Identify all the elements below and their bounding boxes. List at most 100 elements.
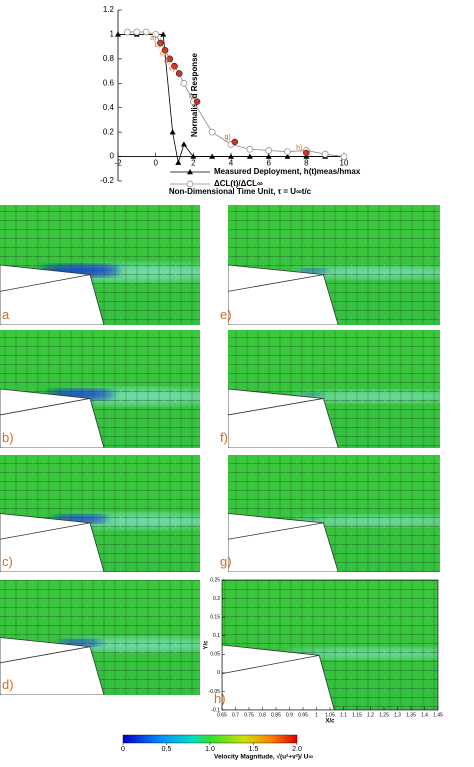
data-line — [118, 34, 344, 163]
data-point — [142, 28, 150, 36]
flow-panel: e) — [220, 205, 440, 325]
x-tick-label: 0.75 — [244, 712, 254, 718]
field — [228, 455, 440, 572]
x-tick-label: 1.4 — [421, 712, 428, 718]
x-tick-label: 6 — [266, 159, 271, 168]
x-tick-label: 0.9 — [286, 712, 293, 718]
x-axis-title: X/c — [325, 719, 335, 725]
data-point — [190, 153, 197, 159]
field — [228, 205, 440, 325]
data-point — [284, 148, 291, 156]
highlight-point — [161, 47, 169, 54]
y-tick-label: 1.2 — [103, 5, 115, 14]
y-tick-label: -0.05 — [209, 689, 221, 695]
x-tick-label: 1.35 — [406, 712, 416, 718]
highlight-point — [171, 62, 178, 70]
field — [228, 330, 440, 448]
airfoil-lower — [0, 522, 91, 540]
x-tick-label: 0.8 — [259, 712, 266, 718]
highlight-point — [166, 55, 174, 63]
data-point — [152, 31, 160, 38]
y-tick-label: 0 — [217, 670, 220, 676]
airfoil-lower — [0, 274, 91, 292]
colorbar-tick-label: 0.5 — [162, 746, 172, 753]
data-point — [228, 153, 234, 159]
y-tick-label: 0.8 — [103, 54, 115, 63]
airfoil-lower — [0, 398, 91, 416]
y-tick-label: 0.15 — [210, 614, 220, 620]
annotation: g) — [225, 134, 231, 141]
airfoil-lower — [228, 398, 324, 416]
data-point — [209, 153, 216, 159]
flow-panel: h) — [214, 580, 438, 710]
highlight-point — [193, 98, 201, 105]
x-tick-label: 0.65 — [217, 712, 227, 718]
annotation: h) — [296, 145, 302, 152]
y-tick-label: 0.2 — [213, 596, 220, 602]
data-point — [208, 128, 216, 136]
data-point — [124, 28, 131, 36]
y-tick-label: 0 — [110, 152, 115, 161]
annotation: c) — [160, 51, 166, 58]
panel-label: a — [2, 307, 10, 322]
x-axis-title: Non-Dimensional Time Unit, τ = U∞t/c — [169, 187, 312, 196]
y-tick-label: 0.6 — [103, 78, 115, 87]
y-tick-label: 0.1 — [213, 633, 220, 639]
airfoil — [0, 264, 105, 325]
annotation: e) — [169, 65, 175, 72]
y-tick-label: 0.2 — [103, 127, 115, 136]
field — [222, 580, 438, 710]
data-point — [169, 129, 176, 135]
flow-panel: f) — [220, 330, 440, 448]
y-tick-label: 1 — [110, 30, 115, 39]
panel-label: g) — [220, 554, 232, 569]
highlight-point — [157, 39, 164, 47]
data-point — [303, 153, 310, 159]
x-tick-label: 8 — [304, 159, 309, 168]
y-tick-label: 0.25 — [210, 577, 220, 583]
y-tick-label: 0.4 — [103, 103, 115, 112]
field — [0, 580, 200, 695]
data-point — [180, 141, 187, 147]
airfoil — [222, 644, 335, 710]
field — [0, 455, 200, 572]
colorbar — [122, 734, 298, 744]
x-tick-label: 1.25 — [379, 712, 389, 718]
x-tick-label: 1.2 — [367, 712, 374, 718]
x-tick-label: 0.7 — [232, 712, 239, 718]
panel-label: h) — [214, 691, 226, 706]
data-point — [265, 153, 272, 159]
colorbar-tick-label: 2.0 — [292, 746, 302, 753]
legend-label: ΔCL(t)/ΔCL∞ — [214, 179, 263, 188]
panel-label: b) — [2, 430, 14, 445]
colorbar-title: Velocity Magnitude, √(u²+v²)/ U∞ — [214, 753, 313, 761]
panel-label: f) — [220, 430, 228, 445]
y-tick-label: -0.2 — [100, 176, 114, 185]
annotation: f) — [189, 93, 193, 100]
highlight-point — [303, 149, 310, 157]
flow-panel: b) — [0, 330, 200, 448]
airfoil — [228, 513, 339, 572]
data-point — [340, 153, 348, 160]
x-tick-label: 1.3 — [394, 712, 401, 718]
y-axis-title: Y/c — [204, 640, 210, 650]
flow-panel: d) — [0, 580, 200, 695]
x-tick-label: 10 — [340, 159, 349, 168]
legend-label: Measured Deployment, h(t)meas/hmax — [214, 167, 361, 176]
airfoil — [0, 513, 105, 572]
legend-marker — [187, 169, 193, 175]
x-tick-label: 1.45 — [433, 712, 443, 718]
colorbar-tick-label: 1.0 — [205, 746, 215, 753]
airfoil — [0, 388, 105, 448]
x-tick-label: 0.85 — [271, 712, 281, 718]
data-point — [115, 31, 121, 37]
colorbar-tick-label: 0 — [121, 746, 125, 753]
annotation: d) — [164, 58, 170, 65]
panel-label: c) — [2, 554, 13, 569]
data-point — [175, 159, 182, 165]
x-tick-label: 4 — [229, 159, 234, 168]
data-point — [284, 153, 291, 159]
data-point — [180, 79, 188, 87]
flow-panel: c) — [0, 455, 200, 572]
